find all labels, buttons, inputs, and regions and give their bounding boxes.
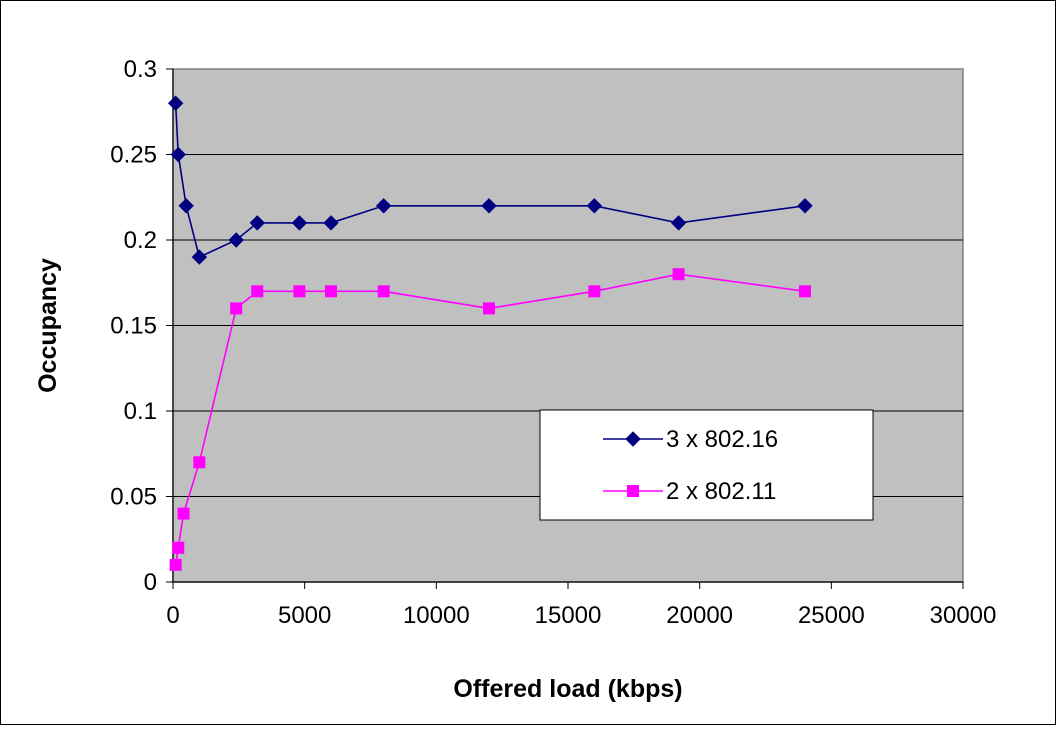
data-point [325, 285, 337, 298]
x-tick-label: 10000 [403, 602, 470, 629]
data-point [178, 198, 194, 214]
data-point [249, 215, 265, 231]
y-axis-title: Occupancy [34, 258, 62, 393]
legend: 3 x 802.16 2 x 802.11 [539, 409, 874, 521]
y-tick-label: 0.25 [110, 142, 157, 169]
legend-label: 3 x 802.16 [666, 426, 778, 453]
data-point [170, 146, 186, 163]
data-point [177, 507, 190, 520]
data-point [251, 285, 264, 298]
y-tick-label: 0 [144, 569, 157, 596]
data-point [375, 198, 392, 214]
data-point [169, 558, 182, 571]
data-point [672, 268, 685, 281]
data-point [588, 285, 601, 298]
data-point [193, 456, 206, 469]
data-point [167, 95, 184, 111]
x-tick-labels: 0 5000 10000 15000 20000 25000 30000 [166, 602, 996, 629]
x-tick-label: 5000 [278, 602, 331, 629]
legend-label: 2 x 802.11 [666, 478, 776, 505]
data-point [799, 285, 811, 298]
x-axis-title: Offered load (kbps) [453, 675, 682, 703]
y-tick-labels: 0 0.05 0.1 0.15 0.2 0.25 0.3 [110, 56, 157, 596]
data-point [172, 541, 185, 554]
data-point [483, 302, 495, 315]
y-tick-label: 0.2 [124, 227, 157, 254]
y-tick-label: 0.3 [124, 56, 157, 83]
data-point [670, 215, 687, 231]
legend-marker [625, 431, 641, 447]
legend-box [539, 409, 874, 521]
data-point [797, 198, 813, 214]
y-tick-label: 0.05 [110, 484, 157, 511]
x-tick-label: 0 [166, 602, 179, 629]
legend-item: 2 x 802.11 [603, 478, 776, 505]
data-point [291, 215, 308, 231]
series-1 [167, 95, 813, 265]
x-tick-label: 15000 [535, 602, 602, 629]
data-point [230, 302, 243, 315]
legend-item: 3 x 802.16 [603, 426, 778, 453]
data-point [377, 285, 390, 298]
y-tick-label: 0.1 [124, 398, 157, 425]
data-point [228, 232, 244, 248]
legend-marker [627, 485, 639, 497]
x-tick-label: 25000 [798, 602, 865, 629]
data-point [586, 198, 603, 214]
series-layer [167, 95, 813, 571]
data-point [293, 285, 306, 298]
x-tick-label: 20000 [666, 602, 733, 629]
data-point [191, 249, 208, 265]
data-point [323, 215, 339, 231]
legend-items: 3 x 802.16 2 x 802.11 [603, 426, 778, 505]
x-tick-label: 30000 [930, 602, 997, 629]
series-2 [169, 268, 811, 571]
data-point [481, 198, 497, 214]
y-tick-label: 0.15 [110, 313, 157, 340]
